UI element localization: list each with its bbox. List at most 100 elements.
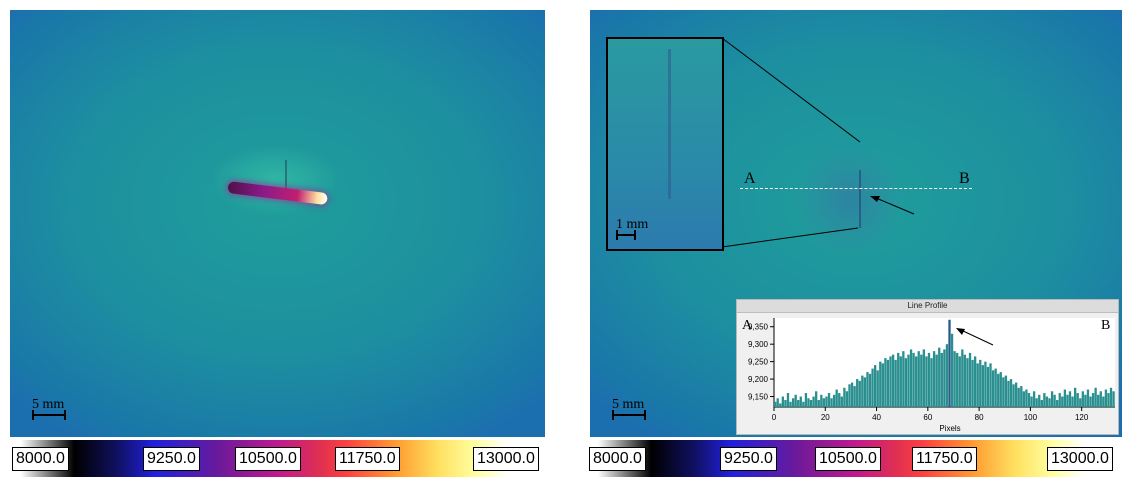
profile-bar	[984, 361, 987, 407]
profile-bar	[807, 398, 810, 407]
profile-bar	[1109, 387, 1113, 407]
profile-x-tick-label: 120	[1075, 413, 1089, 422]
profile-bar	[879, 361, 882, 407]
profile-bar	[1089, 396, 1092, 407]
heat-halo	[795, 145, 905, 255]
profile-bar	[948, 319, 951, 407]
profile-bar	[876, 370, 879, 407]
profile-bar	[858, 380, 861, 407]
profile-bar	[979, 359, 982, 407]
profile-y-tick-label: 9,250	[748, 358, 769, 367]
profile-bar	[1068, 391, 1072, 407]
profile-bar	[871, 368, 874, 407]
profile-bar	[884, 358, 887, 407]
profile-bar	[894, 359, 897, 407]
zoom-connector-top	[721, 37, 861, 143]
profile-bar	[915, 356, 918, 407]
profile-bar	[973, 356, 977, 407]
thermal-image-left: 5 mm	[10, 10, 545, 437]
profile-bar	[843, 387, 846, 407]
profile-arrow-head	[956, 328, 965, 335]
profile-bar	[886, 359, 890, 407]
profile-bar	[1007, 380, 1010, 407]
profile-bar	[1081, 391, 1084, 407]
profile-bar	[1048, 398, 1051, 407]
profile-x-ticks: 0 20 40 60 80 100 120	[772, 407, 1089, 422]
profile-bar	[774, 401, 777, 407]
profile-bar	[1038, 394, 1041, 407]
profile-bar	[943, 349, 946, 407]
profile-bar	[1053, 394, 1056, 407]
profile-bar	[917, 351, 920, 407]
colorbar-right: 8000.0 9250.0 10500.0 11750.0 13000.0	[587, 440, 1122, 477]
colorbar-label-max: 13000.0	[473, 447, 539, 471]
profile-x-tick-label: 20	[821, 413, 830, 422]
profile-bar	[904, 358, 908, 407]
line-profile-title: Line Profile	[737, 300, 1118, 313]
inset-defect-line	[668, 49, 671, 199]
profile-bar	[1094, 387, 1097, 407]
scale-bar-line	[32, 410, 66, 420]
profile-bar	[809, 400, 813, 407]
profile-bar	[1043, 393, 1046, 407]
profile-bar	[853, 386, 856, 407]
profile-bar	[994, 368, 997, 407]
inset-scale-label: 1 mm	[616, 217, 649, 232]
profile-bar	[891, 354, 895, 407]
scale-bar: 5 mm	[608, 397, 650, 420]
colorbar-label-max: 13000.0	[1047, 447, 1113, 471]
profile-bar	[830, 398, 833, 407]
profile-bar	[848, 384, 851, 407]
profile-bar	[932, 351, 936, 407]
profile-bar	[784, 400, 787, 407]
profile-bar	[981, 365, 984, 407]
profile-bar	[909, 349, 913, 407]
colorbar-label-3: 10500.0	[815, 447, 881, 471]
profile-bar	[861, 375, 864, 407]
profile-bar	[945, 344, 949, 407]
profile-bar	[1076, 393, 1079, 407]
colorbar-label-min: 8000.0	[589, 447, 646, 471]
profile-bar	[1050, 391, 1054, 407]
profile-bar	[958, 356, 961, 407]
profile-bar	[1030, 396, 1033, 407]
profile-bar	[1056, 400, 1059, 407]
profile-bar	[1027, 393, 1031, 407]
heat-halo	[215, 145, 335, 215]
profile-bar	[1061, 396, 1064, 407]
profile-y-tick-label: 9,350	[748, 323, 769, 332]
profile-arrow-line	[960, 329, 994, 346]
profile-bar	[786, 393, 790, 407]
profile-bar	[1032, 391, 1036, 407]
profile-bar	[825, 396, 828, 407]
profile-bar	[997, 373, 1000, 407]
profile-bar	[902, 351, 905, 407]
profile-bar	[868, 373, 872, 407]
profile-bar	[1084, 394, 1087, 407]
profile-bar	[866, 372, 869, 407]
marker-b: B	[959, 170, 970, 187]
profile-bar	[845, 391, 849, 407]
profile-y-tick-label: 9,300	[748, 340, 769, 349]
profile-bar	[922, 349, 926, 407]
zoom-inset: 1 mm	[606, 37, 724, 251]
profile-bar	[840, 396, 843, 407]
profile-bar	[1071, 396, 1074, 407]
profile-bar	[999, 372, 1002, 407]
profile-bar	[1035, 398, 1038, 407]
profile-bar	[856, 379, 859, 407]
scale-bar-line	[612, 410, 646, 420]
profile-bar	[832, 394, 836, 407]
profile-bar	[781, 396, 784, 407]
profile-bar	[956, 352, 959, 407]
profile-bar	[815, 391, 818, 407]
profile-marker-b: B	[1101, 318, 1110, 333]
profile-bars	[774, 319, 1115, 407]
profile-bar	[986, 366, 990, 407]
line-profile-chart: Line Profile 9,150 9,200 9,250 9,300 9,350 0…	[736, 299, 1119, 435]
profile-bar	[1066, 394, 1069, 407]
profile-bar	[1025, 389, 1028, 407]
profile-bar	[827, 393, 831, 407]
profile-bar	[961, 349, 964, 407]
profile-bar	[935, 354, 938, 407]
